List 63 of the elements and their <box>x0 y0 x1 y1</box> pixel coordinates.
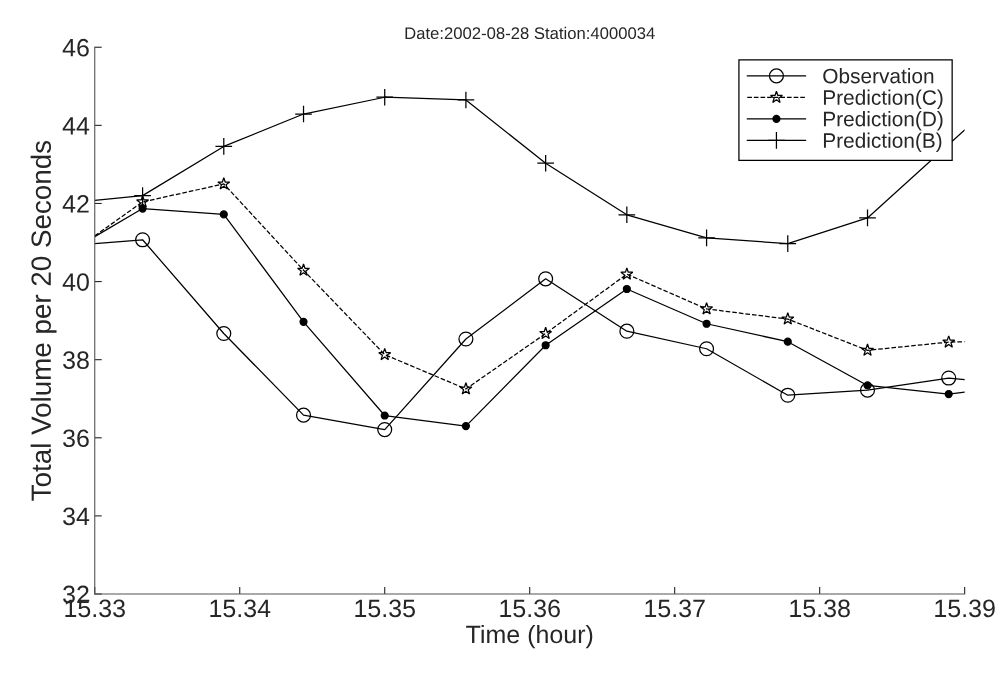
point <box>778 234 797 253</box>
point <box>539 326 553 340</box>
point <box>295 407 312 423</box>
point <box>133 186 152 205</box>
point <box>697 228 716 247</box>
point <box>380 411 389 420</box>
point <box>459 382 473 395</box>
y-tick-label: 46 <box>62 38 89 57</box>
x-tick-label: 15.39 <box>935 599 995 618</box>
point <box>860 343 875 356</box>
point <box>536 154 555 173</box>
point <box>216 325 232 342</box>
point <box>780 387 796 403</box>
point <box>136 195 150 208</box>
y-axis-title: Total Volume per 20 Seconds <box>30 140 57 501</box>
chart-title: Date:2002-08-28 Station:4000034 <box>405 26 655 40</box>
point <box>294 105 313 123</box>
point <box>620 267 634 280</box>
x-tick-label: 15.38 <box>790 599 850 618</box>
point <box>456 91 475 109</box>
legend-label: Prediction(D) <box>823 111 943 131</box>
point <box>299 317 308 326</box>
point <box>619 323 635 339</box>
point <box>375 88 394 107</box>
y-tick-label: 34 <box>63 507 90 526</box>
legend-label: Observation <box>823 68 934 84</box>
point <box>783 337 792 346</box>
point <box>377 422 393 438</box>
point <box>941 370 957 386</box>
point <box>296 263 311 276</box>
x-tick-label: 15.34 <box>210 599 271 618</box>
point <box>942 335 956 348</box>
legend-label: Prediction(B) <box>823 132 942 153</box>
point <box>217 177 231 190</box>
point <box>858 208 877 227</box>
legend-label: Prediction(C) <box>823 89 943 109</box>
x-tick-label: 15.36 <box>500 599 560 618</box>
y-tick-label: 36 <box>63 429 89 448</box>
point <box>135 232 151 248</box>
point <box>219 210 228 219</box>
point <box>863 381 872 390</box>
point <box>617 205 636 224</box>
point <box>622 284 631 294</box>
y-tick-label: 40 <box>62 273 89 291</box>
point <box>944 389 953 399</box>
y-tick-label: 38 <box>63 351 89 369</box>
point <box>378 347 392 361</box>
point <box>138 204 147 213</box>
x-tick-label: 15.35 <box>355 599 415 618</box>
x-tick-label: 15.37 <box>645 599 705 618</box>
y-tick-label: 44 <box>62 117 90 135</box>
point <box>214 137 233 156</box>
point <box>702 319 711 328</box>
point <box>538 271 554 287</box>
point <box>461 421 471 431</box>
point <box>700 302 714 315</box>
y-tick-label: 42 <box>62 195 89 213</box>
point <box>781 312 795 325</box>
x-axis-title: Time (hour) <box>466 624 593 649</box>
point <box>699 341 715 357</box>
point <box>458 331 474 347</box>
point <box>859 382 876 398</box>
point <box>541 341 550 350</box>
